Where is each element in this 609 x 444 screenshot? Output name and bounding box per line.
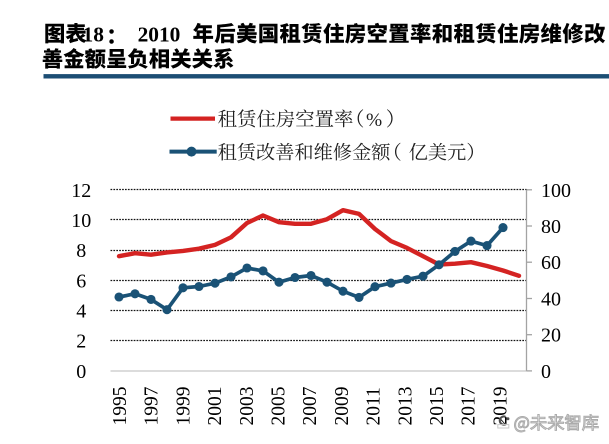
svg-text:1997: 1997 bbox=[142, 386, 163, 425]
svg-text:2015: 2015 bbox=[427, 387, 448, 426]
svg-text:1999: 1999 bbox=[173, 387, 194, 426]
svg-text:8: 8 bbox=[76, 240, 86, 262]
svg-text:80: 80 bbox=[541, 216, 561, 238]
svg-text:2010: 2010 bbox=[138, 22, 181, 46]
svg-text:2009: 2009 bbox=[332, 387, 353, 426]
svg-text:2019: 2019 bbox=[490, 387, 511, 426]
svg-text:18: 18 bbox=[83, 22, 104, 46]
svg-text:6: 6 bbox=[76, 270, 86, 292]
svg-text:0: 0 bbox=[541, 361, 551, 383]
svg-text:2017: 2017 bbox=[459, 386, 480, 425]
svg-text:2005: 2005 bbox=[269, 387, 290, 426]
svg-text:1995: 1995 bbox=[110, 387, 131, 426]
svg-text:2001: 2001 bbox=[205, 387, 226, 426]
svg-text:2003: 2003 bbox=[237, 387, 258, 426]
svg-text:100: 100 bbox=[541, 180, 571, 202]
svg-text:2011: 2011 bbox=[364, 387, 385, 425]
svg-text:60: 60 bbox=[541, 252, 561, 274]
svg-text:12: 12 bbox=[71, 180, 91, 202]
svg-text:40: 40 bbox=[541, 289, 561, 311]
svg-text:2: 2 bbox=[76, 331, 86, 353]
svg-text:2007: 2007 bbox=[300, 386, 321, 425]
svg-text:0: 0 bbox=[76, 361, 86, 383]
svg-text:2013: 2013 bbox=[395, 387, 416, 426]
svg-text:10: 10 bbox=[71, 210, 91, 232]
svg-text:20: 20 bbox=[541, 325, 561, 347]
svg-text:4: 4 bbox=[76, 301, 86, 323]
svg-text:%: % bbox=[366, 110, 382, 131]
